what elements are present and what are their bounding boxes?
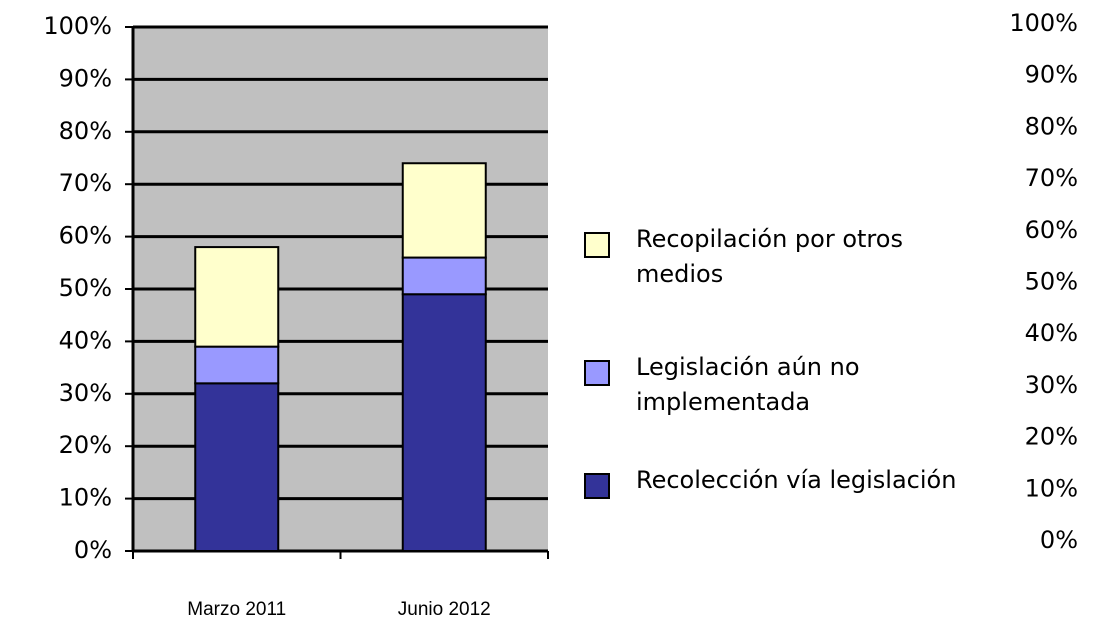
y-tick-label: 100% (43, 12, 112, 40)
bar-segment (401, 162, 487, 259)
legend-swatch (584, 232, 610, 258)
y-tick-label: 30% (59, 379, 112, 407)
y-tick-label: 0% (74, 536, 112, 564)
legend-swatch (584, 360, 610, 386)
bar-segment (401, 293, 487, 552)
y2-tick-label: 10% (1025, 474, 1078, 502)
y2-tick-label: 20% (1025, 423, 1078, 451)
y-tick-label: 80% (59, 117, 112, 145)
bar-segment (194, 246, 280, 348)
x-tick-label: Junio 2012 (398, 599, 491, 620)
legend-swatch (584, 473, 610, 499)
y-tick-label: 60% (59, 222, 112, 250)
y2-tick-label: 0% (1040, 526, 1078, 554)
y-tick-label: 90% (59, 64, 112, 92)
y2-tick-label: 60% (1025, 216, 1078, 244)
y2-tick-label: 30% (1025, 371, 1078, 399)
y2-tick-label: 100% (1009, 9, 1078, 37)
y2-tick-label: 90% (1025, 61, 1078, 89)
y-tick-label: 10% (59, 484, 112, 512)
bar-segment (401, 256, 487, 296)
y2-tick-label: 70% (1025, 164, 1078, 192)
legend-label: Recolección vía legislación (636, 466, 957, 494)
x-tick-label: Marzo 2011 (187, 599, 286, 620)
y-tick-label: 40% (59, 326, 112, 354)
bar-segment (194, 345, 280, 385)
y2-tick-label: 40% (1025, 319, 1078, 347)
y-tick-label: 20% (59, 431, 112, 459)
y-tick-label: 50% (59, 274, 112, 302)
legend-label: Legislación aún no implementada (636, 353, 860, 416)
y-tick-label: 70% (59, 169, 112, 197)
legend-label: Recopilación por otros medios (636, 225, 903, 288)
y2-tick-label: 50% (1025, 268, 1078, 296)
y2-tick-label: 80% (1025, 112, 1078, 140)
bar-segment (194, 382, 280, 552)
